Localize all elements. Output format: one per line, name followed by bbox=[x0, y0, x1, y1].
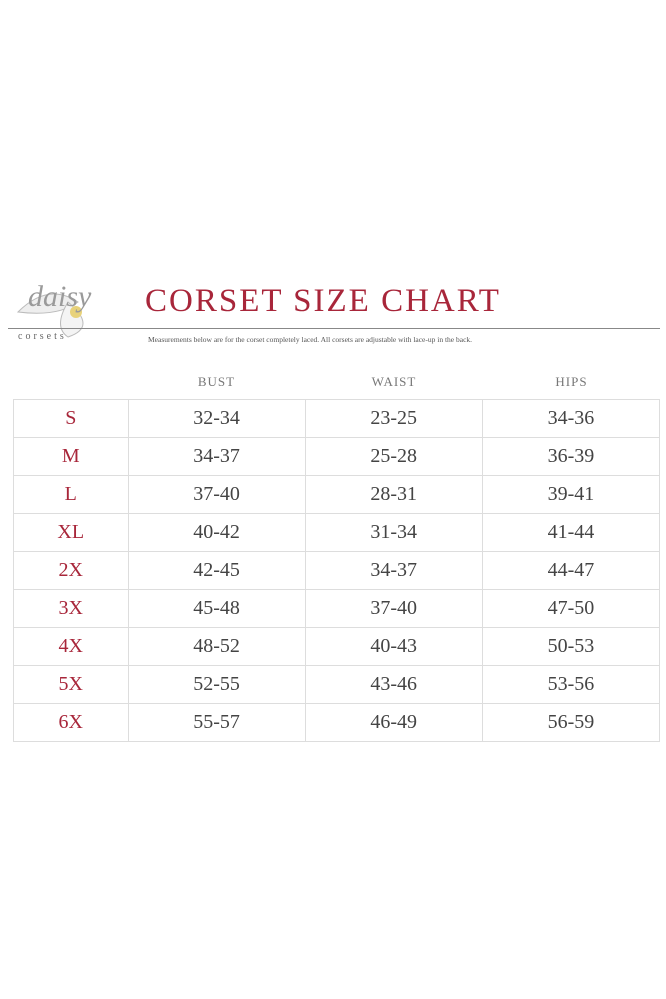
table-row: L 37-40 28-31 39-41 bbox=[13, 475, 661, 514]
column-header-waist: WAIST bbox=[371, 374, 417, 389]
hips-cell: 56-59 bbox=[481, 703, 661, 742]
table-row: 6X 55-57 46-49 56-59 bbox=[13, 703, 661, 742]
column-header-hips: HIPS bbox=[555, 374, 588, 389]
bust-cell: 45-48 bbox=[127, 589, 306, 628]
table-row: 3X 45-48 37-40 47-50 bbox=[13, 589, 661, 628]
waist-cell: 23-25 bbox=[304, 399, 483, 438]
waist-cell: 40-43 bbox=[304, 627, 483, 666]
bust-cell: 40-42 bbox=[127, 513, 306, 552]
size-cell: 6X bbox=[13, 703, 129, 742]
table-row: S 32-34 23-25 34-36 bbox=[13, 399, 661, 438]
logo-word: daisy bbox=[28, 280, 92, 313]
table-row: 2X 42-45 34-37 44-47 bbox=[13, 551, 661, 590]
waist-cell: 25-28 bbox=[304, 437, 483, 476]
size-cell: XL bbox=[13, 513, 129, 552]
size-cell: 3X bbox=[13, 589, 129, 628]
table-row: 5X 52-55 43-46 53-56 bbox=[13, 665, 661, 704]
column-header-bust: BUST bbox=[197, 374, 236, 389]
hips-cell: 53-56 bbox=[481, 665, 661, 704]
waist-cell: 34-37 bbox=[304, 551, 483, 590]
waist-cell: 28-31 bbox=[304, 475, 483, 514]
table-row: 4X 48-52 40-43 50-53 bbox=[13, 627, 661, 666]
waist-cell: 43-46 bbox=[304, 665, 483, 704]
table-row: M 34-37 25-28 36-39 bbox=[13, 437, 661, 476]
logo-sub: corsets bbox=[18, 331, 67, 342]
bust-cell: 42-45 bbox=[127, 551, 306, 590]
bust-cell: 34-37 bbox=[127, 437, 306, 476]
size-cell: L bbox=[13, 475, 129, 514]
hips-cell: 50-53 bbox=[481, 627, 661, 666]
size-cell: M bbox=[13, 437, 129, 476]
hips-cell: 39-41 bbox=[481, 475, 661, 514]
size-cell: 4X bbox=[13, 627, 129, 666]
size-cell: 5X bbox=[13, 665, 129, 704]
bust-cell: 37-40 bbox=[127, 475, 306, 514]
waist-cell: 37-40 bbox=[304, 589, 483, 628]
hips-cell: 44-47 bbox=[481, 551, 661, 590]
table-row: XL 40-42 31-34 41-44 bbox=[13, 513, 661, 552]
waist-cell: 31-34 bbox=[304, 513, 483, 552]
page-title: CORSET SIZE CHART bbox=[145, 283, 501, 319]
bust-cell: 55-57 bbox=[127, 703, 306, 742]
size-cell: 2X bbox=[13, 551, 129, 590]
bust-cell: 52-55 bbox=[127, 665, 306, 704]
hips-cell: 47-50 bbox=[481, 589, 661, 628]
hips-cell: 41-44 bbox=[481, 513, 661, 552]
hips-cell: 36-39 bbox=[481, 437, 661, 476]
size-table: S 32-34 23-25 34-36 M 34-37 25-28 36-39 L 37-40 28… bbox=[13, 399, 661, 742]
hips-cell: 34-36 bbox=[481, 399, 661, 438]
size-cell: S bbox=[13, 399, 129, 438]
daisy-corsets-logo: daisy corsets bbox=[8, 272, 138, 352]
divider bbox=[8, 328, 660, 329]
bust-cell: 32-34 bbox=[127, 399, 306, 438]
waist-cell: 46-49 bbox=[304, 703, 483, 742]
measurement-note: Measurements below are for the corset co… bbox=[148, 335, 473, 344]
bust-cell: 48-52 bbox=[127, 627, 306, 666]
